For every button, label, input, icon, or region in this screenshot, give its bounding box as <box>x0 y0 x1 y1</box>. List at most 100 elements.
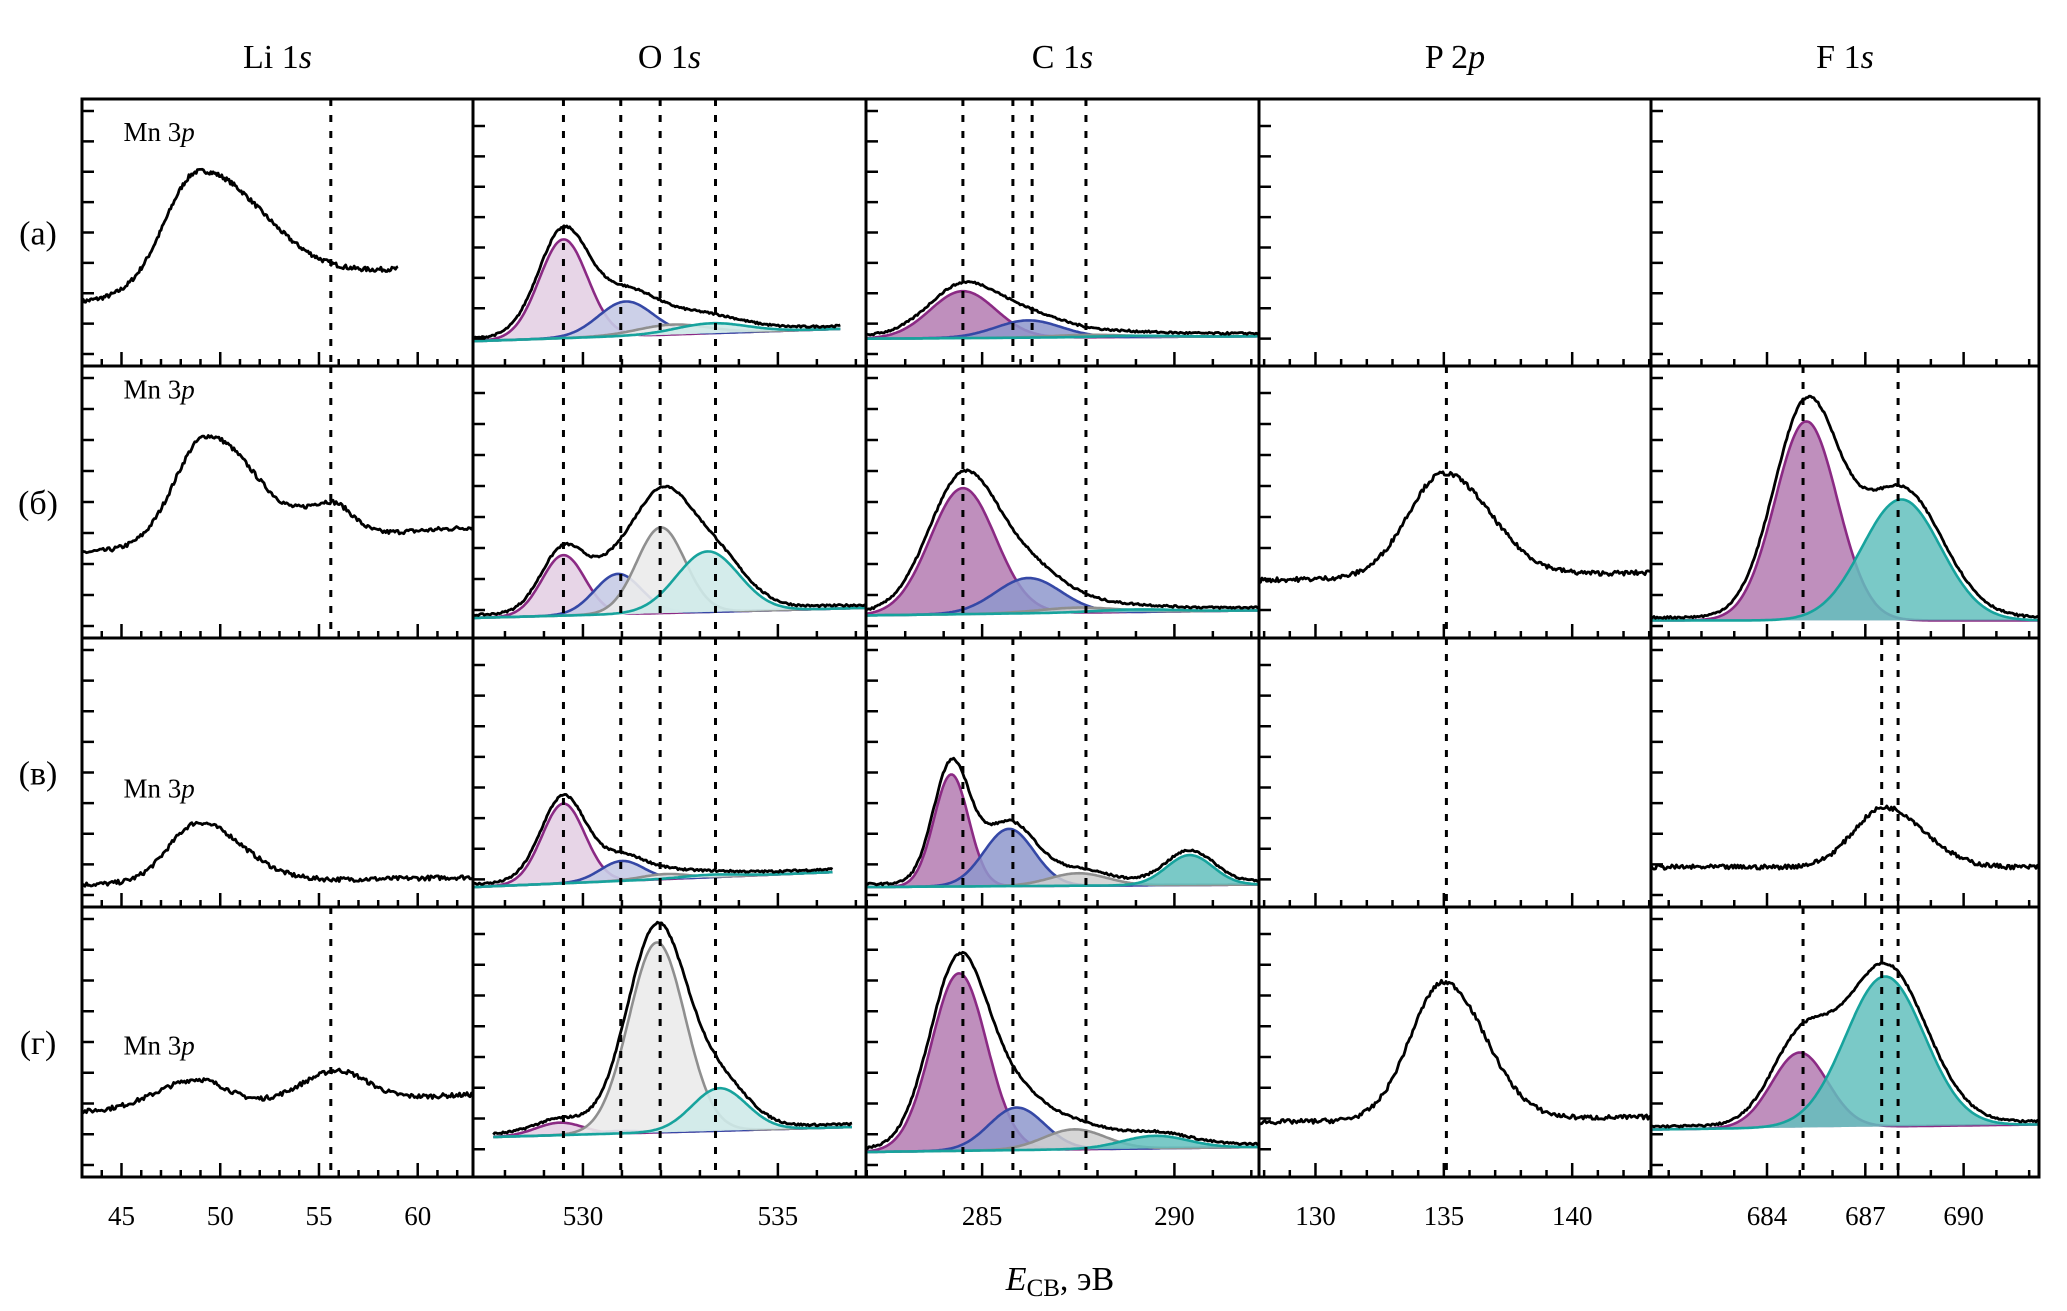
x-tick-label: 687 <box>1845 1201 1886 1231</box>
component-line-teal <box>473 321 841 343</box>
component-fill-purple <box>866 973 1259 1152</box>
peak-annotation-orbital: p <box>179 773 195 803</box>
column-title-main: C 1 <box>1032 39 1080 76</box>
panel-frame <box>1649 97 2041 368</box>
panel <box>1651 907 2039 1177</box>
panel-content <box>82 366 473 638</box>
spectrum-line <box>1259 470 1651 584</box>
column-title: P 2p <box>1425 39 1485 76</box>
panel: Mn 3p <box>82 773 473 888</box>
x-tick-label: 50 <box>207 1201 234 1231</box>
x-tick-label: 140 <box>1552 1201 1593 1231</box>
x-tick-label: 130 <box>1295 1201 1336 1231</box>
spectrum-line <box>82 434 473 555</box>
spectrum-line <box>473 224 841 340</box>
panel: Mn 3p <box>82 366 473 638</box>
column-title: O 1s <box>638 39 701 76</box>
component-fill-purple <box>866 488 1259 616</box>
peak-annotation-main: Mn 3 <box>123 117 181 147</box>
panel-content <box>1651 638 2039 907</box>
component-fill-gray <box>493 942 852 1137</box>
component-line-teal <box>1651 498 2039 622</box>
panel-frame <box>1257 364 1653 640</box>
component-fill-teal <box>1651 976 2039 1130</box>
column-title-orbital: s <box>1861 39 1874 76</box>
x-axis-label: ECB, эВ <box>1005 1261 1114 1302</box>
row-label: (б) <box>18 485 58 522</box>
spectrum-line <box>82 167 399 304</box>
component-fill-gray <box>866 1129 1259 1152</box>
component-fill-blue <box>866 320 1259 339</box>
panel-content <box>866 366 1259 638</box>
component-line-teal <box>473 870 833 889</box>
column-title-orbital: p <box>1466 39 1485 76</box>
peak-annotation: Mn 3p <box>123 1031 194 1061</box>
x-tick-label: 535 <box>758 1201 799 1231</box>
panel-content <box>82 99 399 366</box>
component-fill-purple <box>473 239 841 342</box>
panel <box>1259 907 1651 1177</box>
panel <box>1259 366 1651 638</box>
spectrum-line <box>82 820 473 888</box>
row-label: (в) <box>19 756 58 793</box>
spectrum-line <box>473 484 866 617</box>
column-title-main: Li 1 <box>243 39 299 76</box>
x-tick-label: 290 <box>1154 1201 1195 1231</box>
peak-annotation-main: Mn 3 <box>123 375 181 405</box>
component-fill-gray <box>473 527 866 618</box>
panel <box>866 99 1259 366</box>
peak-annotation: Mn 3p <box>123 375 194 405</box>
peak-annotation-main: Mn 3 <box>123 773 181 803</box>
x-tick-label: 45 <box>108 1201 135 1231</box>
column-title-main: F 1 <box>1816 39 1860 76</box>
row-label: (г) <box>20 1025 57 1062</box>
component-fill-blue <box>866 578 1259 616</box>
component-line-teal <box>866 334 1259 340</box>
panel-content <box>492 907 853 1177</box>
panel: Mn 3p <box>82 907 473 1177</box>
row-label: (а) <box>19 216 57 253</box>
component-fill-teal <box>866 1135 1259 1152</box>
component-line-teal <box>473 550 866 620</box>
panel-content <box>866 638 1259 907</box>
panel-content <box>82 820 473 888</box>
panel-frame <box>1649 905 2041 1179</box>
spectrum-line <box>1651 394 2039 620</box>
x-tick-label: 690 <box>1943 1201 1984 1231</box>
panel-content <box>473 366 866 638</box>
spectrum-line <box>866 950 1259 1150</box>
spectrum-line <box>1651 804 2039 871</box>
panel <box>1651 366 2039 638</box>
panel-content <box>473 638 834 907</box>
component-fill-purple <box>473 555 866 618</box>
panel-content <box>473 99 841 366</box>
component-line-teal <box>866 1134 1259 1154</box>
spectrum-line <box>866 280 1259 337</box>
spectrum-line <box>1651 961 2039 1129</box>
column-title-orbital: s <box>688 39 701 76</box>
x-axis-label-subscript: CB <box>1027 1275 1060 1302</box>
component-line-teal <box>866 608 1259 617</box>
x-tick-label: 55 <box>305 1201 332 1231</box>
column-title: C 1s <box>1032 39 1093 76</box>
spectrum-line <box>82 1067 473 1115</box>
panel <box>473 99 841 366</box>
panel-content <box>866 99 1259 366</box>
peak-annotation-orbital: p <box>179 1031 195 1061</box>
component-line-teal <box>493 1086 852 1139</box>
peak-annotation-orbital: p <box>179 375 195 405</box>
panel-content <box>1259 366 1651 638</box>
panel-content <box>1259 907 1651 1177</box>
spectrum-line <box>492 920 853 1136</box>
panel-content <box>866 907 1259 1177</box>
panel-content <box>82 907 473 1177</box>
component-fill-teal <box>866 855 1259 887</box>
panel-frame <box>1257 905 1653 1179</box>
panel <box>866 638 1259 907</box>
spectrum-line <box>1259 978 1651 1126</box>
panel-frame <box>1257 636 1653 909</box>
component-fill-teal <box>493 1088 852 1137</box>
column-title: F 1s <box>1816 39 1874 76</box>
x-axis-label-unit: , эВ <box>1060 1261 1114 1298</box>
